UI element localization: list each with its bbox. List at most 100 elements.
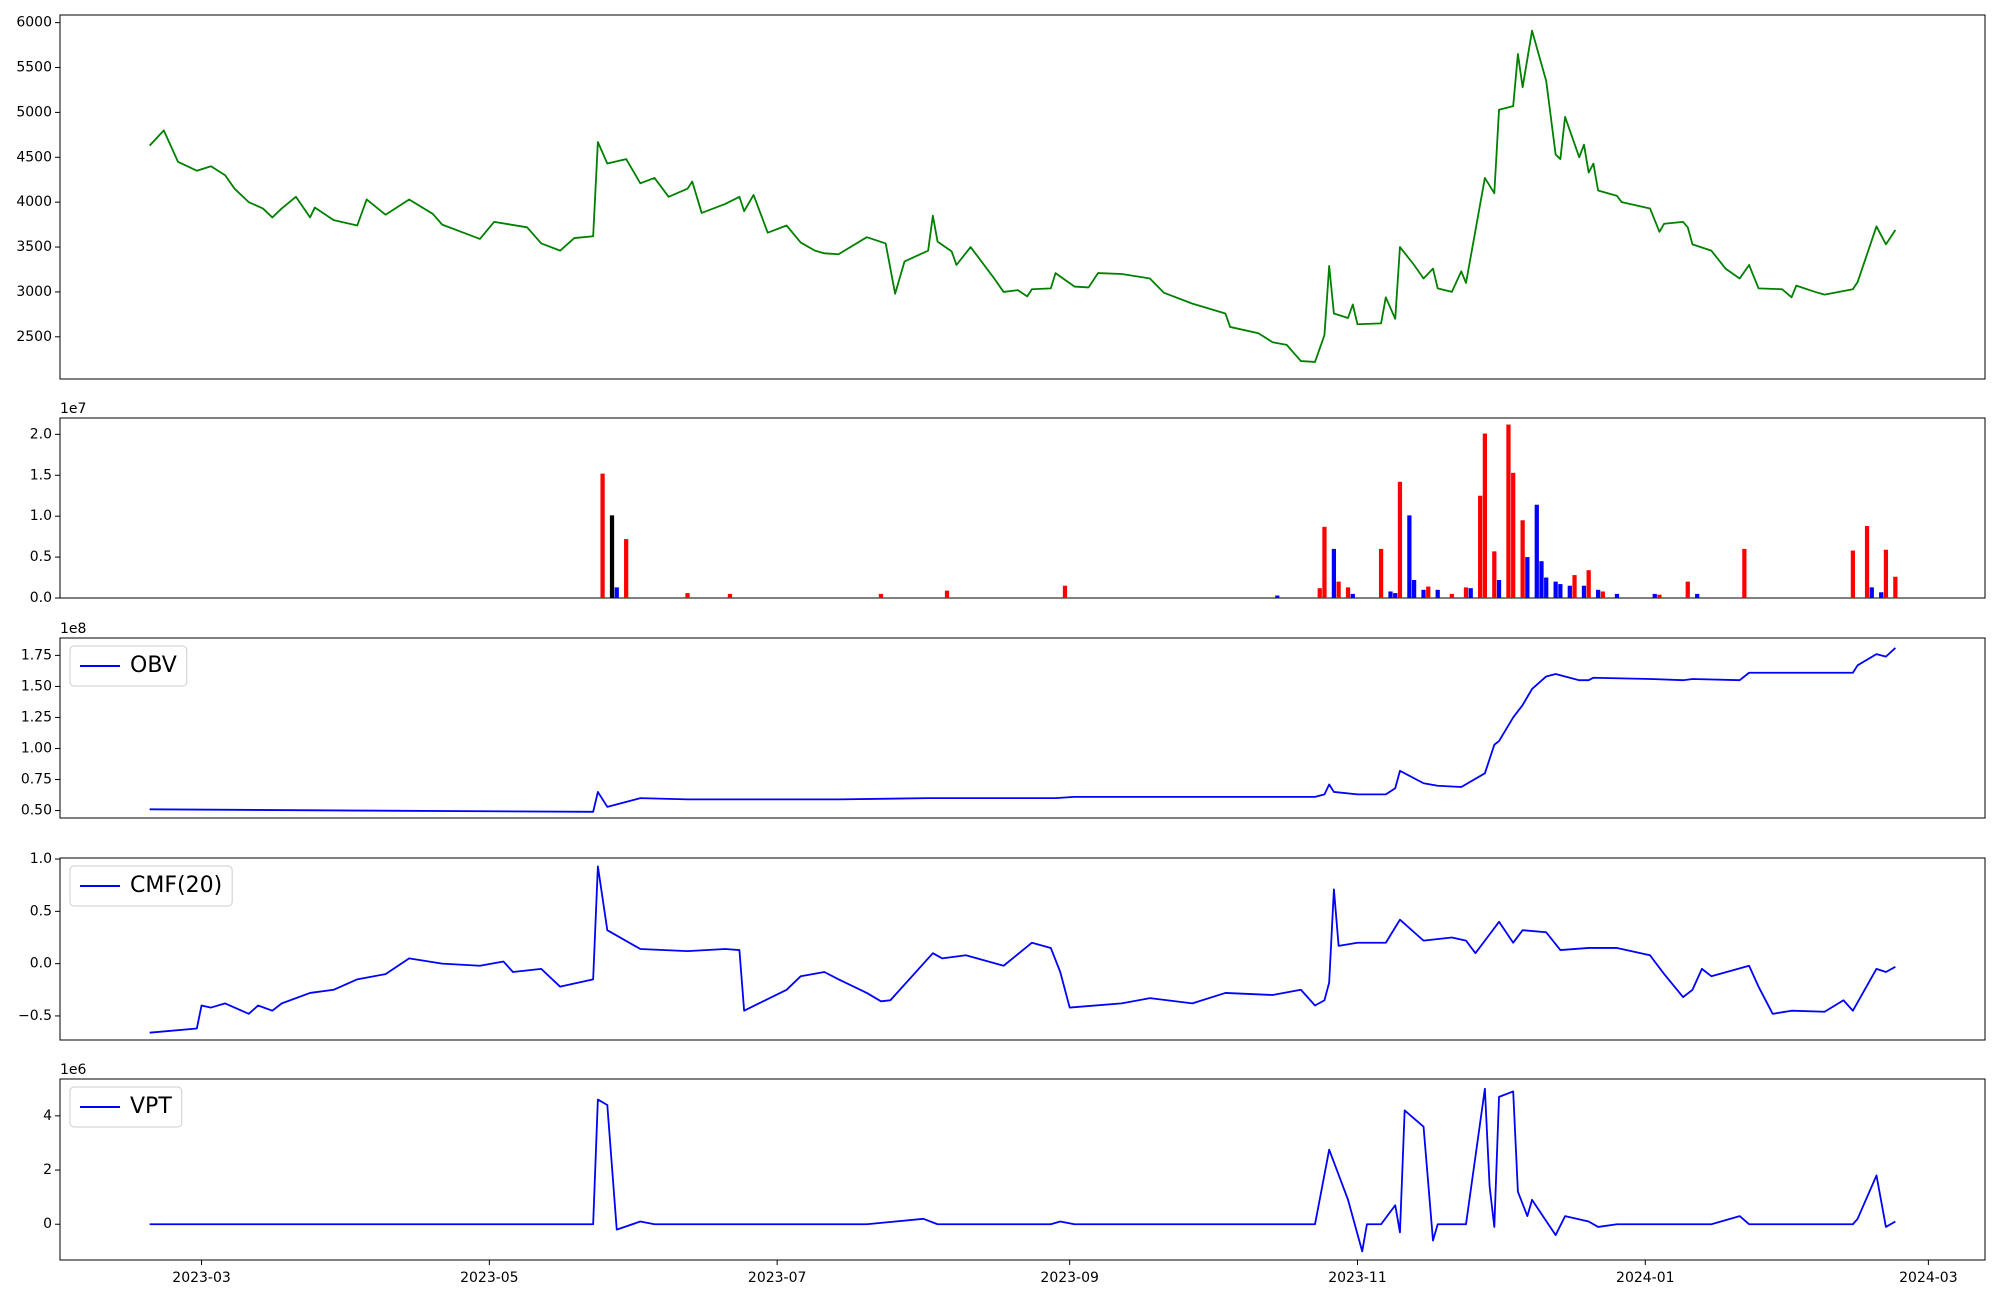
panel: 0 2 4 2023-03 2023-05 2023-07 2023-09 2023-11 20… <box>43 1062 1986 1286</box>
bar <box>1449 593 1454 598</box>
bar <box>1275 595 1280 598</box>
bar <box>1879 592 1884 598</box>
bar <box>1062 585 1068 598</box>
bar <box>1468 588 1473 598</box>
bar <box>1331 548 1337 598</box>
legend-box <box>69 645 188 687</box>
y-tick-label: 6000 <box>16 15 52 31</box>
y-tick-label: 4500 <box>16 149 52 165</box>
series-line <box>149 647 1896 813</box>
bar <box>1397 481 1403 598</box>
y-tick-label: 1.25 <box>21 709 52 725</box>
y-tick-label: 2.0 <box>30 426 52 442</box>
bar <box>1893 576 1898 598</box>
bar <box>944 590 950 598</box>
bar <box>1695 593 1700 598</box>
bar <box>1544 577 1549 598</box>
series-line <box>149 865 1896 1034</box>
bar <box>1322 526 1327 598</box>
x-tick-label: 2023-11 <box>1328 1270 1387 1286</box>
x-tick-label: 2023-07 <box>748 1270 807 1286</box>
bar <box>685 593 690 598</box>
bar <box>1539 561 1544 598</box>
plot-frame <box>59 417 1986 599</box>
bar <box>1378 548 1384 598</box>
y-tick-label: 0.5 <box>30 549 52 565</box>
y-tick-label: 0 <box>43 1216 52 1232</box>
panel: 0.50 0.75 1.00 1.25 1.50 1.75 1e8 OBV <box>21 621 1986 819</box>
y-tick-label: 2 <box>43 1162 52 1178</box>
legend: VPT <box>69 1086 183 1128</box>
bar <box>1511 472 1516 598</box>
bar <box>1558 584 1563 598</box>
bar <box>1525 557 1530 598</box>
y-tick-label: 3500 <box>16 239 52 255</box>
bar <box>1614 593 1620 598</box>
offset-label: 1e6 <box>60 1062 87 1078</box>
y-tick-label: 1.5 <box>30 467 52 483</box>
y-tick-label: 1.0 <box>30 851 52 867</box>
y-tick-label: 1.75 <box>21 647 52 663</box>
bar <box>1426 586 1431 598</box>
bar <box>1567 585 1572 598</box>
bar <box>1393 593 1398 598</box>
legend: CMF(20) <box>69 865 233 907</box>
y-tick-label: 1.00 <box>21 740 52 756</box>
legend-label: CMF(20) <box>130 873 222 898</box>
bar <box>727 593 733 598</box>
bar <box>609 515 615 598</box>
bar <box>1336 581 1341 598</box>
bar <box>1685 581 1690 598</box>
bar <box>1864 526 1870 598</box>
series-line <box>148 29 1897 363</box>
plot-frame <box>59 637 1986 819</box>
bar <box>1388 591 1393 598</box>
bar <box>1883 549 1889 598</box>
y-tick-label: −0.5 <box>18 1008 52 1024</box>
bar <box>1411 580 1417 598</box>
legend-label: VPT <box>130 1094 172 1119</box>
x-tick-label: 2023-05 <box>460 1270 519 1286</box>
offset-label: 1e8 <box>60 621 86 637</box>
series-line <box>149 1087 1896 1253</box>
bar <box>1350 593 1355 598</box>
bar <box>1572 575 1577 598</box>
panel: −0.5 0.0 0.5 1.0 CMF(20) <box>18 851 1986 1041</box>
panel: 2500 3000 3500 4000 4500 5000 5500 6000 <box>16 14 1986 380</box>
panel: 0.0 0.5 1.0 1.5 2.0 1e7 <box>30 401 1986 606</box>
plot-frame <box>59 14 1986 380</box>
bar <box>1850 550 1856 598</box>
y-tick-label: 1.0 <box>30 508 52 524</box>
bar <box>1586 570 1591 598</box>
y-tick-label: 3000 <box>16 284 52 300</box>
y-tick-label: 0.50 <box>21 803 52 819</box>
legend-label: OBV <box>130 653 177 678</box>
x-tick-label: 2024-01 <box>1616 1270 1675 1286</box>
bar <box>1553 581 1558 598</box>
x-tick-label: 2024-03 <box>1899 1270 1958 1286</box>
bar <box>1742 548 1747 598</box>
bar <box>1435 589 1440 598</box>
y-tick-label: 5500 <box>16 60 52 76</box>
bar <box>1496 580 1502 598</box>
bar <box>1534 504 1539 598</box>
bar <box>1317 588 1322 598</box>
bar <box>1506 424 1511 598</box>
bar <box>624 539 629 598</box>
bar <box>600 473 605 598</box>
legend-box <box>69 865 233 907</box>
bar <box>1600 591 1605 598</box>
bar <box>878 593 884 598</box>
offset-label: 1e7 <box>60 401 86 417</box>
bar <box>1652 593 1657 598</box>
bar <box>1869 587 1874 598</box>
y-tick-label: 0.0 <box>30 590 52 606</box>
x-tick-label: 2023-09 <box>1040 1270 1099 1286</box>
y-tick-label: 2500 <box>16 329 52 345</box>
bar <box>1345 587 1351 598</box>
bar <box>1421 589 1426 598</box>
bar <box>1595 589 1601 598</box>
bar <box>1657 594 1662 598</box>
legend-box <box>69 1086 183 1128</box>
bar <box>614 587 619 598</box>
